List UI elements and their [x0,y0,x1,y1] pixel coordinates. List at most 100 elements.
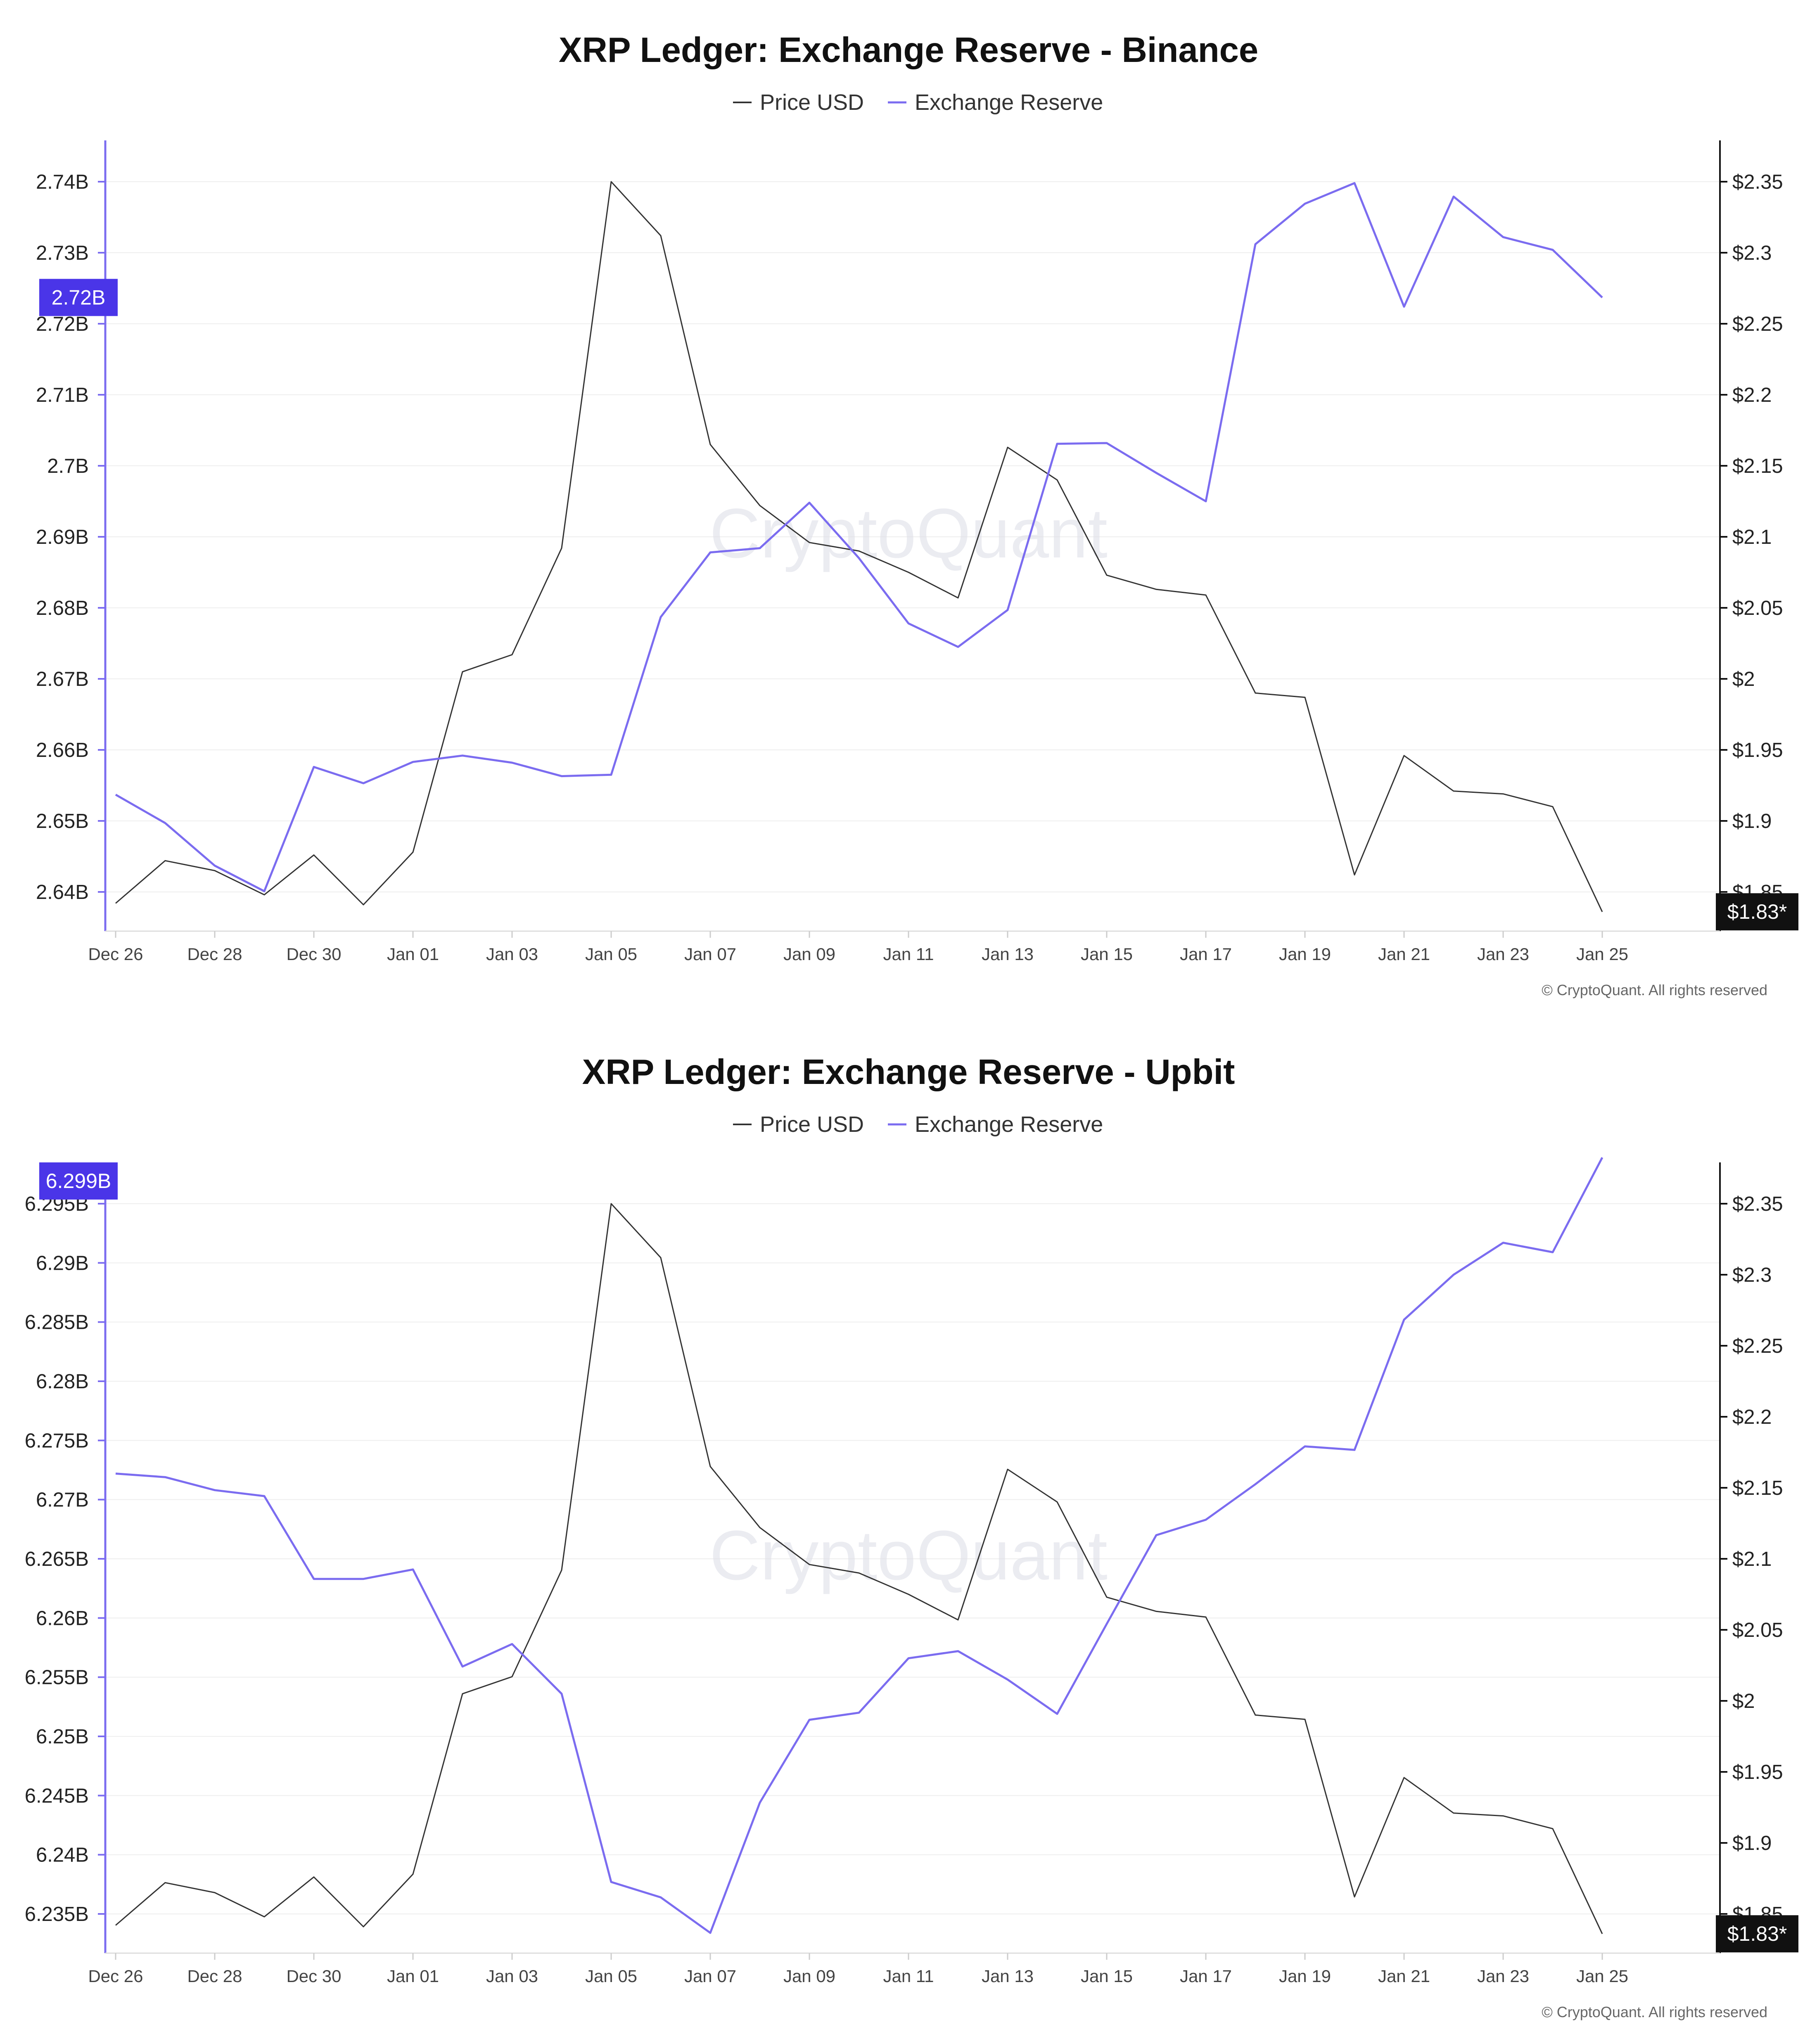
binance-x-tick-label: Jan 01 [387,944,439,964]
binance-left-tick-label: 2.64B [36,881,89,903]
upbit-x-tick-label: Jan 07 [684,1966,736,1986]
binance-x-tick-label: Jan 21 [1378,944,1430,964]
upbit-left-tick-label: 6.29B [36,1252,89,1274]
binance-x-tick-label: Jan 03 [486,944,538,964]
binance-current-reserve-badge [39,279,118,316]
upbit-left-tick-label: 6.28B [36,1371,89,1393]
binance-left-tick-label: 2.67B [36,668,89,690]
upbit-x-tick-label: Jan 19 [1279,1966,1331,1986]
binance-right-tick-label: $2.15 [1732,455,1783,477]
upbit-x-tick-label: Jan 01 [387,1966,439,1986]
upbit-right-tick-label: $2 [1732,1690,1755,1712]
upbit-left-tick-label: 6.275B [25,1430,89,1452]
binance-current-reserve-value: 2.72B [52,286,106,309]
binance-legend-reserve-label: Exchange Reserve [915,90,1103,115]
chart-svg-upbit: XRP Ledger: Exchange Reserve - Upbit Pric… [25,1053,1798,2020]
upbit-legend-reserve-label: Exchange Reserve [915,1112,1103,1137]
upbit-right-tick-label: $2.25 [1732,1335,1783,1357]
binance-credit: © CryptoQuant. All rights reserved [1542,982,1767,998]
binance-x-tick-label: Dec 28 [187,944,242,964]
binance-x-tick-label: Jan 15 [1081,944,1133,964]
chart-panel-upbit: XRP Ledger: Exchange Reserve - Upbit Pric… [0,1022,1817,2044]
binance-watermark: CryptoQuant [709,494,1108,573]
binance-right-tick-label: $2.2 [1732,384,1772,406]
upbit-right-tick-label: $1.95 [1732,1761,1783,1783]
upbit-current-reserve-badge [39,1162,118,1200]
binance-x-tick-label: Jan 07 [684,944,736,964]
binance-left-tick-label: 2.73B [36,242,89,264]
upbit-x-tick-label: Dec 30 [286,1966,341,1986]
chart-svg-binance: XRP Ledger: Exchange Reserve - Binance Pr… [36,31,1798,998]
binance-price-usd-line [115,181,1603,912]
binance-x-tick-label: Jan 19 [1279,944,1331,964]
upbit-right-tick-label: $2.15 [1732,1477,1783,1499]
binance-x-tick-label: Jan 13 [982,944,1034,964]
upbit-x-tick-label: Jan 21 [1378,1966,1430,1986]
upbit-current-reserve-value: 6.299B [46,1169,111,1193]
binance-left-tick-label: 2.7B [47,455,89,477]
binance-x-tick-label: Jan 05 [585,944,637,964]
binance-left-tick-label: 2.74B [36,171,89,193]
upbit-left-tick-label: 6.245B [25,1785,89,1807]
upbit-price-usd-line [115,1203,1603,1934]
upbit-left-tick-label: 6.235B [25,1903,89,1925]
binance-chart-title: XRP Ledger: Exchange Reserve - Binance [559,31,1258,70]
upbit-left-tick-label: 6.27B [36,1489,89,1511]
binance-x-tick-label: Jan 17 [1180,944,1232,964]
upbit-left-tick-label: 6.26B [36,1607,89,1629]
upbit-x-tick-label: Jan 09 [783,1966,835,1986]
binance-exchange-reserve-line [115,182,1603,892]
chart-panel-binance: XRP Ledger: Exchange Reserve - Binance Pr… [36,31,1798,998]
binance-x-tick-label: Dec 30 [286,944,341,964]
binance-left-tick-label: 2.69B [36,526,89,548]
upbit-watermark: CryptoQuant [709,1516,1108,1595]
binance-x-tick-label: Jan 25 [1576,944,1628,964]
upbit-credit: © CryptoQuant. All rights reserved [1542,2004,1767,2020]
binance-current-price-badge [1716,893,1798,931]
binance-x-tick-label: Jan 11 [883,944,934,964]
upbit-x-tick-label: Jan 15 [1081,1966,1133,1986]
binance-legend-price-label: Price USD [760,90,864,115]
binance-right-tick-label: $2 [1732,668,1755,690]
upbit-right-tick-label: $2.05 [1732,1619,1783,1641]
upbit-x-tick-label: Dec 28 [187,1966,242,1986]
binance-right-tick-label: $1.9 [1732,810,1772,832]
upbit-x-tick-label: Jan 11 [883,1966,934,1986]
binance-left-tick-label: 2.72B [36,313,89,335]
binance-left-tick-label: 2.71B [36,384,89,406]
upbit-left-tick-label: 6.25B [36,1726,89,1748]
upbit-x-tick-label: Dec 26 [88,1966,143,1986]
upbit-left-tick-label: 6.255B [25,1667,89,1689]
upbit-right-tick-label: $2.3 [1732,1264,1772,1286]
upbit-x-tick-label: Jan 23 [1477,1966,1529,1986]
upbit-right-tick-label: $2.1 [1732,1548,1772,1570]
upbit-x-tick-label: Jan 17 [1180,1966,1232,1986]
upbit-x-tick-label: Jan 13 [982,1966,1034,1986]
upbit-x-tick-label: Jan 25 [1576,1966,1628,1986]
upbit-chart-title: XRP Ledger: Exchange Reserve - Upbit [582,1053,1235,1092]
binance-right-tick-label: $2.3 [1732,242,1772,264]
binance-right-tick-label: $2.05 [1732,597,1783,619]
upbit-legend-price-label: Price USD [760,1112,864,1137]
binance-left-tick-label: 2.66B [36,739,89,761]
binance-x-tick-label: Jan 23 [1477,944,1529,964]
binance-right-tick-label: $1.95 [1732,739,1783,761]
binance-x-tick-label: Jan 09 [783,944,835,964]
upbit-right-tick-label: $2.35 [1732,1193,1783,1215]
binance-current-price-value: $1.83* [1727,900,1787,923]
binance-right-tick-label: $2.25 [1732,313,1783,335]
binance-right-tick-label: $2.1 [1732,526,1772,548]
upbit-exchange-reserve-line [115,1157,1604,1934]
upbit-x-tick-label: Jan 03 [486,1966,538,1986]
upbit-current-price-value: $1.83* [1727,1922,1787,1945]
upbit-x-tick-label: Jan 05 [585,1966,637,1986]
upbit-right-tick-label: $2.2 [1732,1406,1772,1428]
binance-left-tick-label: 2.68B [36,597,89,619]
upbit-left-tick-label: 6.24B [36,1844,89,1866]
binance-left-tick-label: 2.65B [36,810,89,832]
binance-right-tick-label: $2.35 [1732,171,1783,193]
binance-x-tick-label: Dec 26 [88,944,143,964]
upbit-left-tick-label: 6.265B [25,1548,89,1570]
upbit-left-tick-label: 6.285B [25,1311,89,1334]
upbit-right-tick-label: $1.9 [1732,1832,1772,1854]
